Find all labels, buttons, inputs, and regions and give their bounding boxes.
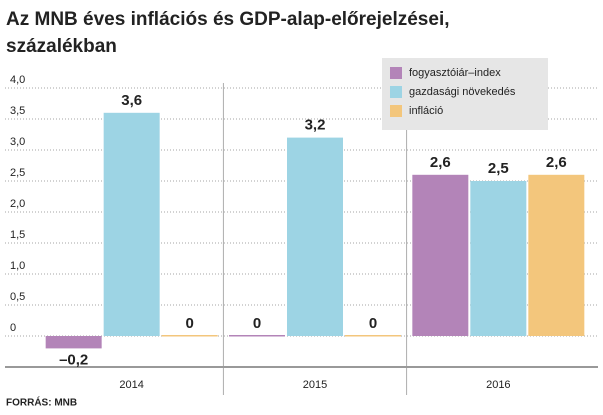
- data-label: 2,6: [430, 154, 451, 171]
- y-tick-label: 2,0: [10, 198, 25, 210]
- y-tick-label: 1,5: [10, 229, 25, 241]
- legend-swatch: [390, 86, 402, 98]
- bar: [470, 181, 527, 336]
- bar: [528, 174, 585, 336]
- data-label: 3,6: [121, 92, 142, 109]
- data-label: 2,6: [546, 154, 567, 171]
- bar: [287, 137, 343, 336]
- y-tick-label: 4,0: [10, 74, 25, 86]
- data-label: 2,5: [488, 160, 509, 177]
- legend-label: fogyasztóiár–index: [409, 67, 501, 79]
- legend-box: [382, 58, 548, 130]
- data-label: –0,2: [59, 351, 88, 368]
- chart-title: százalékban: [6, 36, 117, 57]
- y-tick-label: 3,5: [10, 105, 25, 117]
- data-label: 0: [185, 315, 193, 332]
- legend-label: infláció: [409, 105, 443, 117]
- y-tick-label: 3,0: [10, 136, 25, 148]
- bar: [161, 335, 218, 337]
- y-tick-label: 1,0: [10, 260, 25, 272]
- data-label: 0: [369, 315, 377, 332]
- legend-swatch: [390, 67, 402, 79]
- bar: [345, 335, 401, 337]
- y-tick-label: 0: [10, 322, 16, 334]
- bar: [45, 336, 102, 349]
- x-tick-label: 2014: [119, 379, 143, 391]
- legend-label: gazdasági növekedés: [409, 86, 516, 98]
- chart-title: Az MNB éves inflációs és GDP-alap-előrej…: [6, 9, 450, 30]
- y-tick-label: 2,5: [10, 167, 25, 179]
- legend-swatch: [390, 105, 402, 117]
- bar: [229, 335, 285, 337]
- data-label: 0: [253, 315, 261, 332]
- y-tick-label: 0,5: [10, 291, 25, 303]
- bar: [412, 174, 469, 336]
- data-label: 3,2: [305, 117, 326, 134]
- x-tick-label: 2016: [486, 379, 510, 391]
- bar: [103, 112, 160, 336]
- source: FORRÁS: MNB: [6, 396, 77, 409]
- x-tick-label: 2015: [303, 379, 327, 391]
